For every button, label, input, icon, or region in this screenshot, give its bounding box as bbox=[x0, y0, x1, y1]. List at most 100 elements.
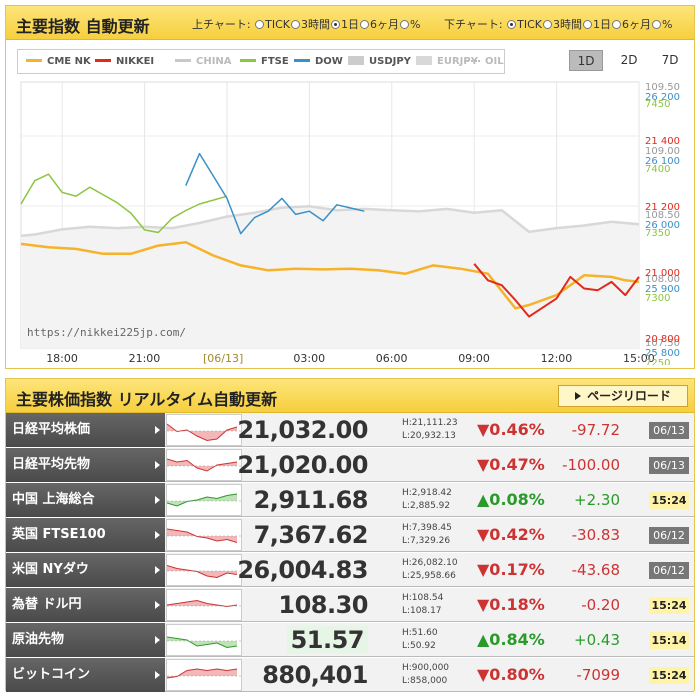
y-tick-dow: 26 100 bbox=[645, 156, 680, 167]
market-row-percent: ▼0.42% bbox=[477, 525, 545, 544]
sparkline-chart bbox=[166, 484, 242, 516]
legend-swatch bbox=[240, 59, 256, 62]
lower-chart-radio-0[interactable] bbox=[507, 20, 517, 29]
market-row-percent: ▼0.47% bbox=[477, 455, 545, 474]
market-row[interactable]: 中国 上海総合 2,911.68 H:2,918.42 L:2,885.92 ▲0.08… bbox=[6, 483, 694, 517]
market-row-change: +0.43 bbox=[574, 631, 620, 649]
market-row[interactable]: 日経平均先物 21,020.00 ▼0.47% -100.00 06/13 bbox=[6, 448, 694, 482]
market-row-high-low: H:2,918.42 L:2,885.92 bbox=[402, 487, 452, 513]
market-row-name[interactable]: 為替 ドル円 bbox=[6, 588, 165, 622]
y-tick-ftse: 7400 bbox=[645, 164, 670, 175]
market-row-price: 2,911.68 bbox=[253, 486, 369, 514]
upper-chart-radio-2[interactable] bbox=[330, 20, 340, 29]
expand-arrow-icon[interactable] bbox=[155, 671, 160, 679]
market-row-percent: ▲0.84% bbox=[477, 630, 545, 649]
page-reload-button[interactable]: ページリロード bbox=[558, 385, 688, 407]
market-row-change: +2.30 bbox=[574, 491, 620, 509]
low-value: L:858,000 bbox=[402, 676, 448, 686]
market-row-name[interactable]: 日経平均株価 bbox=[6, 413, 165, 447]
market-row[interactable]: 日経平均株価 21,032.00 H:21,111.23 L:20,932.13 ▼0.… bbox=[6, 413, 694, 447]
market-row-name[interactable]: 米国 NYダウ bbox=[6, 553, 165, 587]
legend-label: CHINA bbox=[196, 56, 232, 67]
sparkline-chart bbox=[166, 519, 242, 551]
y-tick-usdjpy: 109.00 bbox=[645, 146, 680, 157]
high-value: H:108.54 bbox=[402, 593, 444, 603]
legend-item-nikkei[interactable]: NIKKEI bbox=[95, 56, 154, 67]
market-row-high-low: H:7,398.45 L:7,329.26 bbox=[402, 522, 452, 548]
legend-item-usdjpy[interactable]: USDJPY bbox=[348, 56, 411, 67]
range-1d-button[interactable]: 1D bbox=[569, 50, 603, 71]
high-value: H:7,398.45 bbox=[402, 523, 452, 533]
legend-item-dow[interactable]: DOW bbox=[294, 56, 343, 67]
range-2d-button[interactable]: 2D bbox=[620, 53, 638, 67]
low-value: L:50.92 bbox=[402, 641, 436, 651]
high-value: H:21,111.23 bbox=[402, 418, 458, 428]
upper-chart-radio-0[interactable] bbox=[255, 20, 265, 29]
low-value: L:2,885.92 bbox=[402, 501, 451, 511]
market-panel-header: 主要株価指数 リアルタイム自動更新 ページリロード bbox=[6, 379, 694, 413]
sparkline-chart bbox=[166, 414, 242, 446]
market-row-percent: ▲0.08% bbox=[477, 490, 545, 509]
lower-chart-radio-4[interactable] bbox=[651, 20, 661, 29]
upper-chart-option-label: % bbox=[409, 18, 421, 31]
lower-chart-radio-2[interactable] bbox=[582, 20, 592, 29]
market-row-price: 51.57 bbox=[286, 626, 368, 654]
upper-chart-radio-1[interactable] bbox=[290, 20, 300, 29]
expand-arrow-icon[interactable] bbox=[155, 496, 160, 504]
expand-arrow-icon[interactable] bbox=[155, 636, 160, 644]
play-icon bbox=[575, 392, 582, 400]
legend-item-china[interactable]: CHINA bbox=[175, 56, 232, 67]
lower-chart-radio-1[interactable] bbox=[542, 20, 552, 29]
upper-chart-option-label: TICK bbox=[265, 18, 290, 31]
series-ftse-line bbox=[20, 173, 228, 234]
lower-chart-option-label: 6ヶ月 bbox=[621, 18, 651, 31]
market-row-name[interactable]: 日経平均先物 bbox=[6, 448, 165, 482]
market-line-chart: 18:00 21:00 [06/13] 03:00 06:00 09:00 12:00 15:… bbox=[20, 81, 680, 365]
sparkline-line bbox=[167, 458, 238, 472]
legend-item-oil[interactable]: OIL bbox=[464, 56, 504, 67]
market-row-name[interactable]: 原油先物 bbox=[6, 623, 165, 657]
upper-chart-radio-3[interactable] bbox=[359, 20, 369, 29]
legend-swatch bbox=[175, 59, 191, 62]
upper-chart-radio-4[interactable] bbox=[399, 20, 409, 29]
market-row[interactable]: 英国 FTSE100 7,367.62 H:7,398.45 L:7,329.26 ▼0… bbox=[6, 518, 694, 552]
market-row-high-low: H:108.54 L:108.17 bbox=[402, 592, 443, 618]
lower-chart-radio-3[interactable] bbox=[611, 20, 621, 29]
upper-chart-option-label: 3時間 bbox=[300, 18, 330, 31]
market-row[interactable]: 原油先物 51.57 H:51.60 L:50.92 ▲0.84% +0.43 15:14 bbox=[6, 623, 694, 657]
range-7d-button[interactable]: 7D bbox=[661, 53, 679, 67]
expand-arrow-icon[interactable] bbox=[155, 461, 160, 469]
market-row[interactable]: 為替 ドル円 108.30 H:108.54 L:108.17 ▼0.18% -0.20 1… bbox=[6, 588, 694, 622]
low-value: L:25,958.66 bbox=[402, 571, 456, 581]
legend-item-eurjpy[interactable]: EURJPY bbox=[416, 56, 478, 67]
legend-item-ftse[interactable]: FTSE bbox=[240, 56, 289, 67]
legend-label: DOW bbox=[315, 56, 343, 67]
chart-legend: CME NK NIKKEI CHINA FTSE DOW USDJPY EURJPY OIL bbox=[17, 49, 505, 74]
lower-chart-option-label: % bbox=[661, 18, 673, 31]
market-row-name[interactable]: 中国 上海総合 bbox=[6, 483, 165, 517]
y-tick-dow: 25 900 bbox=[645, 284, 680, 295]
expand-arrow-icon[interactable] bbox=[155, 566, 160, 574]
market-row-time: 06/12 bbox=[649, 562, 689, 579]
sparkline-fill bbox=[167, 600, 237, 607]
expand-arrow-icon[interactable] bbox=[155, 531, 160, 539]
market-row-high-low: H:51.60 L:50.92 bbox=[402, 627, 438, 653]
market-row-name[interactable]: ビットコイン bbox=[6, 658, 165, 692]
low-value: L:7,329.26 bbox=[402, 536, 451, 546]
sparkline-line bbox=[167, 599, 238, 608]
market-row[interactable]: ビットコイン 880,401 H:900,000 L:858,000 ▼0.80% -70… bbox=[6, 658, 694, 692]
legend-item-cme-nk[interactable]: CME NK bbox=[26, 56, 91, 67]
series-usdjpy-line-area bbox=[21, 206, 639, 348]
legend-swatch bbox=[26, 59, 42, 62]
expand-arrow-icon[interactable] bbox=[155, 601, 160, 609]
market-row-name[interactable]: 英国 FTSE100 bbox=[6, 518, 165, 552]
expand-arrow-icon[interactable] bbox=[155, 426, 160, 434]
legend-label: CME NK bbox=[47, 56, 91, 67]
market-row[interactable]: 米国 NYダウ 26,004.83 H:26,082.10 L:25,958.66 ▼0… bbox=[6, 553, 694, 587]
y-tick-usdjpy: 108.50 bbox=[645, 210, 680, 221]
sparkline-chart bbox=[166, 554, 242, 586]
market-row-time: 15:24 bbox=[649, 492, 689, 509]
market-row-time: 15:14 bbox=[649, 632, 689, 649]
legend-swatch bbox=[464, 60, 480, 62]
market-row-change: -0.20 bbox=[581, 596, 620, 614]
